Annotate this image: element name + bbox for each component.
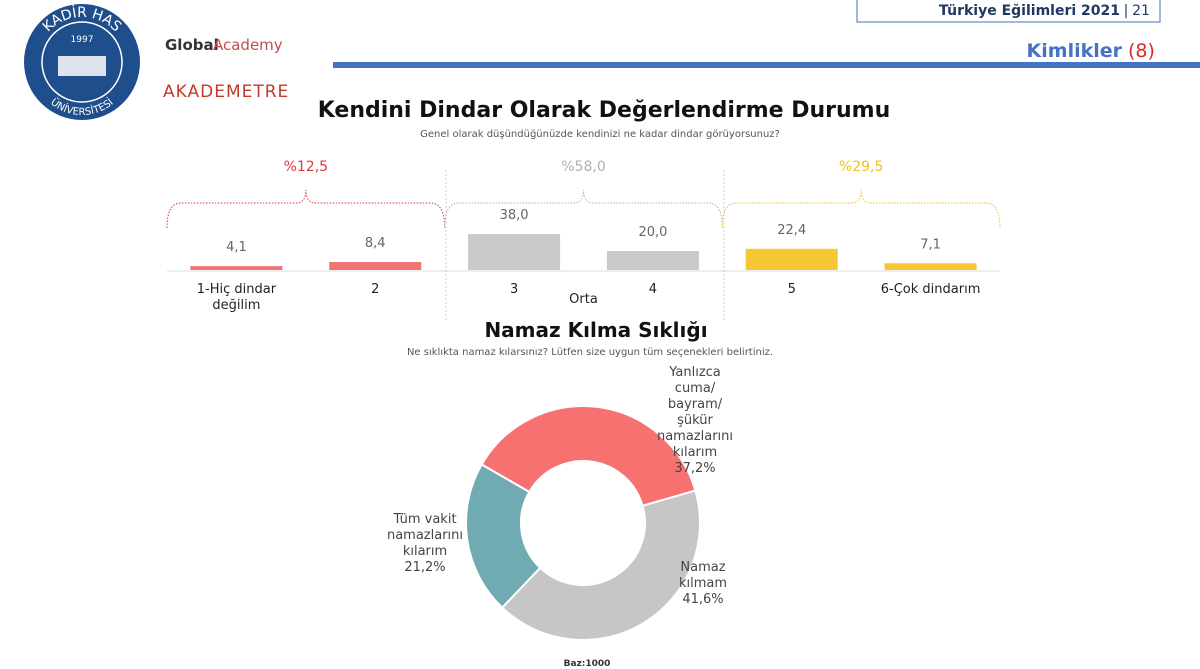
header-rule [333, 62, 1200, 68]
group-label: %29,5 [839, 159, 883, 175]
slice-name: Tüm vakit namazlarını kılarım [386, 512, 464, 559]
donut-slice [465, 463, 542, 610]
value-label: 20,0 [638, 225, 667, 240]
chart-subtitle: Ne sıklıkta namaz kılarsınız? Lütfen siz… [407, 347, 773, 358]
category-label: 4 [648, 282, 658, 297]
value-label: 22,4 [777, 223, 806, 238]
category-label: 2 [371, 282, 380, 297]
partner-logo: Academy [213, 36, 283, 54]
separator: | [1124, 3, 1129, 19]
bar [745, 248, 838, 270]
category-label: 6-Çok dindarım [880, 282, 981, 297]
category-label: 1-Hiç dindar değilim [196, 282, 277, 313]
slice-name: Namaz kılmam [678, 560, 728, 591]
category-label: 3 [509, 282, 519, 297]
page-number: 21 [1132, 3, 1150, 19]
group-bracket [166, 189, 446, 229]
footer: Baz:1000 [564, 659, 611, 669]
donut-slice [500, 489, 701, 641]
partner2-logo: AKADEMETRE [163, 82, 289, 102]
bar [606, 251, 699, 270]
donut-slice [480, 405, 697, 508]
slice-value: 37,2% [674, 461, 716, 476]
chart-subtitle: Genel olarak düşündüğünüzde kendinizi ne… [420, 128, 780, 140]
bar [329, 262, 422, 270]
slice-label: Namaz kılmam 41,6% [638, 560, 768, 608]
bar [884, 263, 977, 270]
bar [190, 266, 283, 270]
logo-year: 1997 [71, 35, 94, 45]
logo-building [58, 56, 106, 76]
slice-label: Tüm vakit namazlarını kılarım 21,2% [360, 512, 490, 576]
report-title: Türkiye Eğilimleri 2021 [939, 3, 1120, 19]
section-title: Kimlikler [1027, 40, 1123, 62]
group-bracket [721, 189, 1001, 229]
chart-title: Kendini Dindar Olarak Değerlendirme Duru… [318, 98, 891, 123]
group-name: Orta [569, 292, 598, 307]
value-label: 4,1 [226, 240, 247, 255]
group-label: %58,0 [561, 159, 605, 175]
chart-title: Namaz Kılma Sıklığı [484, 318, 707, 342]
bar [468, 234, 561, 270]
partner-logo: Global [165, 36, 219, 54]
group-label: %12,5 [284, 159, 328, 175]
header-box [856, 0, 1161, 23]
value-label: 38,0 [500, 208, 529, 223]
value-label: 8,4 [365, 236, 386, 251]
slice-name: Yanlızca cuma/ bayram/ şükür namazlarını… [656, 365, 734, 460]
value-label: 7,1 [920, 237, 941, 252]
group-bracket [444, 189, 723, 229]
slice-label: Yanlızca cuma/ bayram/ şükür namazlarını… [630, 365, 760, 477]
category-label: 5 [787, 282, 796, 297]
section-number: (8) [1128, 40, 1155, 62]
logo-ring [41, 21, 123, 103]
slice-value: 21,2% [404, 560, 446, 575]
slice-value: 41,6% [682, 592, 724, 607]
